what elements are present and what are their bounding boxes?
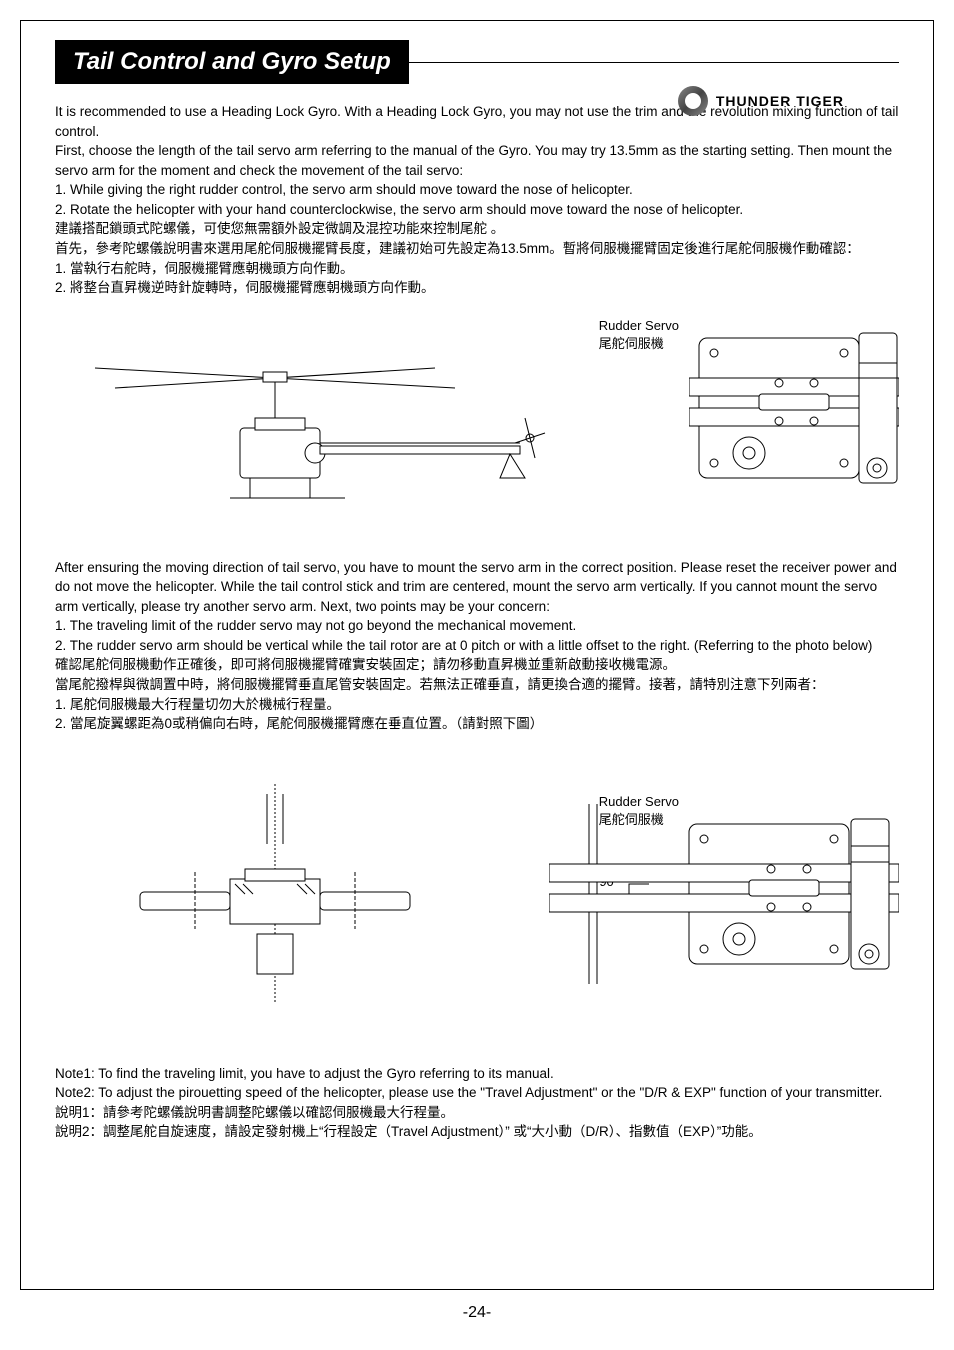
s3-en-note2: Note2: To adjust the pirouetting speed o…	[55, 1083, 899, 1103]
diagram1-rudder-label: Rudder Servo 尾舵伺服機	[599, 318, 679, 352]
s2-en-p1: After ensuring the moving direction of t…	[55, 558, 899, 617]
s2-zh-item1: 1. 尾舵伺服機最大行程量切勿大於機械行程量。	[55, 695, 899, 715]
page-content: Tail Control and Gyro Setup THUNDER TIGE…	[55, 40, 899, 1142]
s2-zh-item2: 2. 當尾旋翼螺距為0或稍偏向右時，尾舵伺服機擺臂應在垂直位置。（請對照下圖）	[55, 714, 899, 734]
section3-notes: Note1: To find the traveling limit, you …	[55, 1064, 899, 1142]
diagram1: Rudder Servo 尾舵伺服機	[55, 308, 899, 538]
tail-rotor-front-view	[135, 784, 415, 1004]
brand-text: THUNDER TIGER	[716, 93, 844, 109]
section2-text: After ensuring the moving direction of t…	[55, 558, 899, 734]
s1-zh-intro: 建議搭配鎖頭式陀螺儀，可使您無需額外設定微調及混控功能來控制尾舵 。	[55, 219, 899, 239]
s3-zh-note2: 說明2：調整尾舵自旋速度，請設定發射機上“行程設定（Travel Adjustm…	[55, 1122, 899, 1142]
diagram2: Rudder Servo 尾舵伺服機 90°	[55, 744, 899, 1044]
section-title-bar: Tail Control and Gyro Setup	[55, 40, 899, 84]
s2-zh-p2: 當尾舵撥桿與微調置中時，將伺服機擺臂垂直尾管安裝固定。若無法正確垂直，請更換合適…	[55, 675, 899, 695]
brand-mark: THUNDER TIGER	[678, 86, 844, 116]
d1-rudder-zh: 尾舵伺服機	[599, 333, 679, 352]
servo-closeup-2	[549, 784, 899, 1004]
s1-zh-item2: 2. 將整台直昇機逆時針旋轉時，伺服機擺臂應朝機頭方向作動。	[55, 278, 899, 298]
s1-en-item1: 1. While giving the right rudder control…	[55, 180, 899, 200]
brand-logo-icon	[678, 86, 708, 116]
s3-en-note1: Note1: To find the traveling limit, you …	[55, 1064, 899, 1084]
page-number: -24-	[0, 1304, 954, 1322]
s1-en-first: First, choose the length of the tail ser…	[55, 141, 899, 180]
d1-rudder-en: Rudder Servo	[599, 318, 679, 333]
section1-text: It is recommended to use a Heading Lock …	[55, 102, 899, 298]
title-rule	[409, 62, 899, 63]
s1-zh-first: 首先，參考陀螺儀說明書來選用尾舵伺服機擺臂長度，建議初始可先設定為13.5mm。…	[55, 239, 899, 259]
section-title: Tail Control and Gyro Setup	[55, 40, 409, 84]
s1-en-item2: 2. Rotate the helicopter with your hand …	[55, 200, 899, 220]
s3-zh-note1: 說明1：請參考陀螺儀說明書調整陀螺儀以確認伺服機最大行程量。	[55, 1103, 899, 1123]
s1-zh-item1: 1. 當執行右舵時，伺服機擺臂應朝機頭方向作動。	[55, 259, 899, 279]
s2-en-item2: 2. The rudder servo arm should be vertic…	[55, 636, 899, 656]
s2-en-item1: 1. The traveling limit of the rudder ser…	[55, 616, 899, 636]
servo-closeup-1	[689, 308, 899, 518]
s2-zh-p1: 確認尾舵伺服機動作正確後，即可將伺服機擺臂確實安裝固定；請勿移動直昇機並重新啟動…	[55, 655, 899, 675]
helicopter-illustration	[55, 328, 575, 528]
